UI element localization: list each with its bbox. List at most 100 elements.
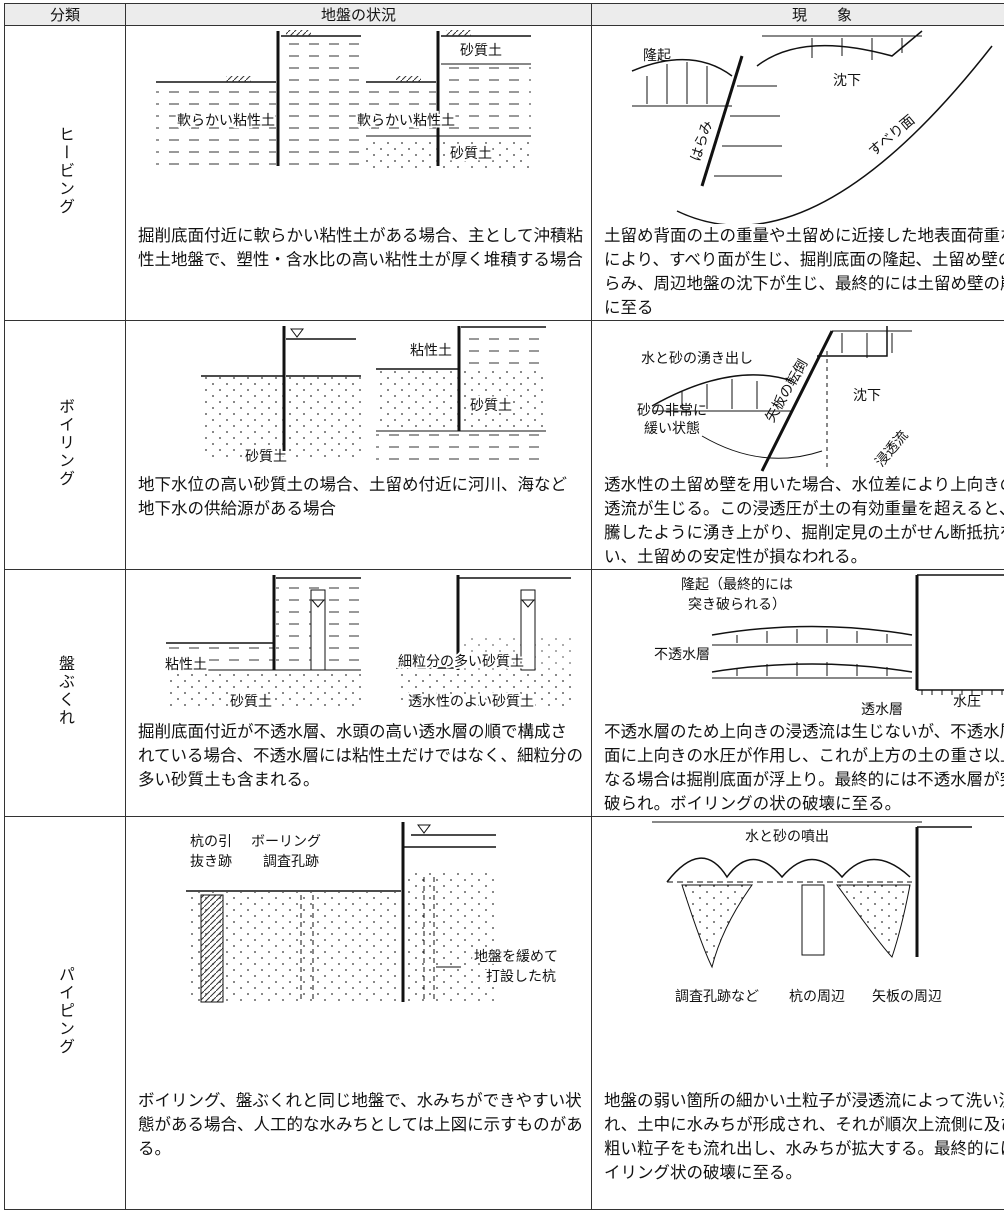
diagram-label: 細粒分の多い砂質土: [398, 653, 524, 670]
diagram-label: ボーリング: [251, 834, 321, 850]
diagram-shape: [714, 86, 782, 176]
diagram-shape: [682, 885, 752, 967]
diagram-area: [286, 30, 311, 36]
diagram-area: [406, 872, 496, 1002]
diagram-label: 杭の周辺: [789, 989, 845, 1005]
diagram-area: [201, 895, 223, 1002]
diagram-label: 透水層: [861, 702, 903, 718]
diagram-label: 砂質土: [460, 43, 502, 59]
header-cell: 分類: [5, 4, 126, 26]
diagram-label: 軟らかい粘性土: [357, 113, 455, 129]
page: 分類 地盤の状況 現 象 ヒービング 砂質土 軟らかい粘性土 軟らか: [0, 0, 1004, 1148]
diagram-label: すべり面: [866, 112, 918, 160]
diagram-shape: [712, 627, 912, 636]
diagram-shape: [712, 664, 912, 672]
diagram-label: 粘性土: [165, 657, 207, 673]
diagram: 杭の引 抜き跡 ボーリング 調査孔跡 地盤を緩めて 打設した杭: [126, 817, 591, 1089]
diagram-shape: [737, 629, 887, 676]
phenomenon-text: 透水性の土留め壁を用いた場合、水位差により上向きの浸透流が生じる。この浸透圧が土…: [592, 473, 1004, 569]
row: パイピング 杭の引 抜き跡 ボーリング 調査孔跡 地盤を緩めて 打設した杭 ボイ…: [5, 817, 1004, 1210]
diagram-area: [396, 76, 421, 82]
diagram-label: 地盤を緩めて: [474, 949, 558, 965]
category-cell: パイピング: [5, 817, 126, 1210]
diagram-label: 沈下: [853, 388, 881, 404]
diagram-label: 透水性のよい砂質土: [408, 694, 534, 710]
diagram-shape: [647, 62, 707, 104]
diagram-label: 沈下: [833, 73, 861, 89]
diagram: 水と砂の噴出 調査孔跡など 杭の周辺 矢板の周辺: [592, 817, 1004, 1089]
diagram-label: 水と砂の噴出: [745, 829, 829, 845]
category-cell: ヒービング: [5, 26, 126, 321]
category: ヒービング: [53, 126, 77, 216]
diagram-label: 軟らかい粘性土: [177, 113, 275, 129]
diagram-shape: [832, 331, 912, 358]
diagram-label: 浸透流: [872, 428, 911, 470]
diagram-label: 矢板の転倒: [763, 357, 812, 426]
condition-text: 掘削底面付近が不透水層、水頭の高い透水層の順で構成されている場合、不透水層には粘…: [126, 720, 591, 792]
condition-text: 掘削底面付近に軟らかい粘性土がある場合、主として沖積粘性土地盤で、塑性・含水比の…: [126, 224, 591, 272]
phenomenon-cell: 隆起 沈下 すべり面 はらみ 土留め背面の土の重量や土留めに近接した地表面荷重な…: [592, 26, 1004, 321]
diagram-shape: [837, 885, 910, 957]
diagram-label: 水と砂の湧き出し: [641, 351, 753, 367]
condition-cell: 粘性土 砂質土 細粒分の多い砂質土 透水性のよい砂質土 掘削底面付近が不透水層、…: [126, 570, 592, 817]
phenomenon-text: 土留め背面の土の重量や土留めに近接した地表面荷重などにより、すべり面が生じ、掘削…: [592, 224, 1004, 320]
row: 盤ぶくれ 粘性土 砂質土 細粒分の多い砂質土 透水性のよい砂質土 掘削: [5, 570, 1004, 817]
category: 盤ぶくれ: [53, 655, 77, 727]
diagram-label: 抜き跡: [190, 854, 232, 870]
diagram-area: [366, 138, 531, 168]
diagram-area: [376, 371, 546, 431]
diagram: 粘性土 砂質土 細粒分の多い砂質土 透水性のよい砂質土: [126, 570, 591, 720]
diagram-area: [281, 38, 361, 166]
diagram-area: [802, 885, 824, 955]
category-cell: 盤ぶくれ: [5, 570, 126, 817]
row: ヒービング 砂質土 軟らかい粘性土 軟らかい粘性土 砂質土 掘削底面付: [5, 26, 1004, 321]
category: ボイリング: [53, 398, 77, 488]
header-row: 分類 地盤の状況 現 象: [5, 4, 1004, 26]
diagram-label: 緩い状態: [644, 421, 700, 437]
phenomenon-cell: 水と砂の湧き出し 砂の非常に 緩い状態 矢板の転倒 沈下 浸透流 透水性の土留め…: [592, 321, 1004, 570]
diagram-label: 不透水層: [654, 647, 710, 663]
diagram-label: 突き破られる）: [688, 597, 786, 613]
phenomenon-cell: 水と砂の噴出 調査孔跡など 杭の周辺 矢板の周辺 地盤の弱い箇所の細かい土粒子が…: [592, 817, 1004, 1210]
diagram-label: 杭の引: [190, 834, 232, 850]
header-cell: 地盤の状況: [126, 4, 592, 26]
diagram-label: 隆起（最終的には: [681, 577, 793, 593]
diagram-label: 水圧: [953, 694, 981, 710]
diagram-shape: [667, 858, 910, 882]
condition-cell: 杭の引 抜き跡 ボーリング 調査孔跡 地盤を緩めて 打設した杭 ボイリング、盤ぶ…: [126, 817, 592, 1210]
diagram-area: [226, 76, 251, 82]
diagram: 水と砂の湧き出し 砂の非常に 緩い状態 矢板の転倒 沈下 浸透流: [592, 321, 1004, 473]
diagram-shape: [291, 329, 303, 337]
diagram-shape: [418, 825, 430, 833]
diagram: 隆起 沈下 すべり面 はらみ: [592, 26, 1004, 224]
row: ボイリング 砂質土 粘性土 砂質土 地下水位の高い砂質土の場合、土留め付近に河川…: [5, 321, 1004, 570]
condition-text: 地下水位の高い砂質土の場合、土留め付近に河川、海など地下水の供給源がある場合: [126, 473, 591, 521]
condition-cell: 砂質土 粘性土 砂質土 地下水位の高い砂質土の場合、土留め付近に河川、海など地下…: [126, 321, 592, 570]
diagram: 砂質土 軟らかい粘性土 軟らかい粘性土 砂質土: [126, 26, 591, 224]
phenomenon-text: 不透水層のため上向きの浸透流は生じないが、不透水層下面に上向きの水圧が作用し、こ…: [592, 720, 1004, 816]
diagram-shape: [702, 436, 822, 458]
header-cell: 現 象: [592, 4, 1004, 26]
condition-text: ボイリング、盤ぶくれと同じ地盤で、水みちができやすい状態がある場合、人工的な水み…: [126, 1089, 591, 1161]
diagram-label: 砂質土: [470, 398, 512, 414]
diagram-label: 砂の非常に: [637, 403, 707, 419]
diagram-area: [461, 329, 546, 371]
diagram: 隆起（最終的には 突き破られる） 不透水層 透水層 水圧: [592, 570, 1004, 720]
table: 分類 地盤の状況 現 象 ヒービング 砂質土 軟らかい粘性土 軟らか: [4, 3, 1004, 1210]
diagram-label: 打設した杭: [486, 968, 556, 985]
phenomenon-cell: 隆起（最終的には 突き破られる） 不透水層 透水層 水圧 不透水層のため上向きの…: [592, 570, 1004, 817]
diagram-label: 砂質土: [450, 146, 492, 162]
diagram-label: 粘性土: [410, 343, 452, 359]
diagram-label: 砂質土: [245, 449, 287, 465]
category: パイピング: [53, 966, 77, 1056]
diagram-label: 矢板の周辺: [872, 989, 942, 1005]
condition-cell: 砂質土 軟らかい粘性土 軟らかい粘性土 砂質土 掘削底面付近に軟らかい粘性土があ…: [126, 26, 592, 321]
diagram-label: 隆起: [643, 48, 671, 64]
diagram-label: 調査孔跡: [263, 854, 319, 870]
diagram-label: 調査孔跡など: [675, 989, 759, 1005]
phenomenon-text: 地盤の弱い箇所の細かい土粒子が浸透流によって洗い流され、土中に水みちが形成され、…: [592, 1089, 1004, 1185]
diagram-area: [446, 30, 471, 36]
category-cell: ボイリング: [5, 321, 126, 570]
diagram: 砂質土 粘性土 砂質土: [126, 321, 591, 473]
diagram-label: 砂質土: [230, 694, 272, 710]
